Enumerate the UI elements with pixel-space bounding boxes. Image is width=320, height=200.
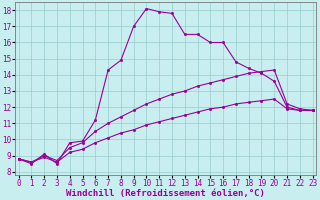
X-axis label: Windchill (Refroidissement éolien,°C): Windchill (Refroidissement éolien,°C) — [66, 189, 265, 198]
